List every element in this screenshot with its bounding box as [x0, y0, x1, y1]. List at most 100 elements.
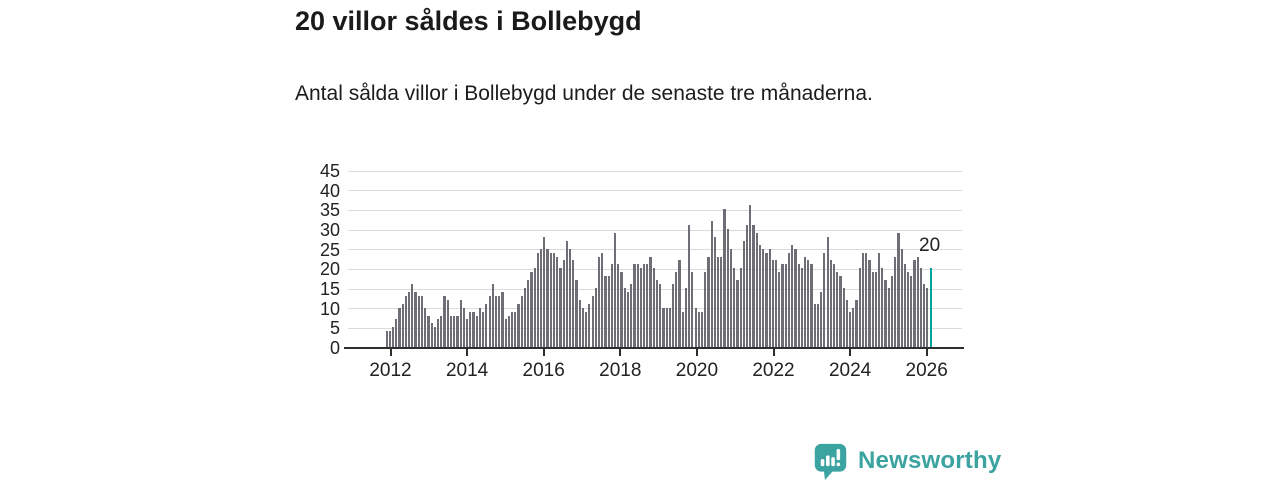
bar — [430, 323, 433, 347]
bar — [826, 236, 829, 347]
bar — [462, 307, 465, 347]
bar — [874, 272, 877, 347]
bar — [810, 264, 813, 347]
bar — [852, 307, 855, 347]
bar — [446, 299, 449, 347]
bar — [923, 284, 926, 347]
bar — [842, 288, 845, 347]
x-tick — [772, 349, 775, 356]
y-tick-label: 30 — [319, 220, 340, 240]
bar — [755, 232, 758, 347]
bar — [710, 221, 713, 347]
bar — [417, 295, 420, 347]
bar — [910, 276, 913, 347]
x-tick-label: 2022 — [752, 360, 795, 381]
bar — [572, 260, 575, 347]
bar — [588, 303, 591, 347]
bar — [620, 272, 623, 347]
bar — [913, 260, 916, 347]
brand-footer: Newsworthy — [812, 442, 1001, 480]
bar — [414, 291, 417, 347]
gridline — [348, 209, 962, 211]
bar — [527, 280, 530, 347]
bar — [643, 264, 646, 347]
bar — [520, 295, 523, 347]
bar — [871, 272, 874, 347]
bar — [797, 264, 800, 347]
bar — [543, 236, 546, 347]
bar — [469, 311, 472, 347]
y-tick-label: 0 — [329, 338, 340, 358]
bar — [517, 303, 520, 347]
gridline — [348, 288, 962, 290]
bar — [746, 225, 749, 347]
bar — [668, 307, 671, 347]
bar — [472, 311, 475, 347]
bar — [845, 299, 848, 347]
bar — [575, 280, 578, 347]
bar — [900, 248, 903, 347]
bar — [591, 295, 594, 347]
bar — [739, 268, 742, 347]
bar — [562, 260, 565, 347]
bar — [385, 331, 388, 347]
x-tick — [695, 349, 698, 356]
bar — [916, 256, 919, 347]
bar — [878, 252, 881, 347]
bar — [559, 268, 562, 347]
bar — [443, 295, 446, 347]
bar — [440, 315, 443, 347]
bar — [530, 272, 533, 347]
bar — [919, 268, 923, 347]
bar — [494, 295, 498, 347]
bar — [568, 248, 572, 347]
bar — [884, 280, 887, 347]
bar — [729, 248, 733, 347]
bar — [597, 256, 601, 347]
bar — [536, 252, 539, 347]
x-tick-label: 2020 — [675, 360, 719, 381]
gridline — [348, 308, 962, 310]
bar — [585, 311, 588, 347]
bar — [742, 240, 745, 347]
bar — [659, 284, 662, 347]
bar — [903, 264, 906, 347]
bar — [839, 276, 842, 347]
bar — [453, 315, 456, 347]
gridline — [348, 268, 962, 270]
bar — [684, 288, 688, 347]
bar — [855, 299, 858, 347]
bar — [926, 288, 929, 347]
bar — [411, 284, 414, 347]
bar — [501, 291, 504, 347]
bar — [459, 299, 462, 347]
bar — [691, 272, 694, 347]
x-tick — [849, 349, 852, 356]
bar — [449, 315, 453, 347]
bar — [388, 331, 391, 347]
y-tick-label: 40 — [319, 180, 340, 201]
bar — [601, 252, 604, 347]
bar — [836, 272, 839, 347]
bar — [482, 311, 485, 347]
bar — [704, 272, 707, 347]
bar — [688, 225, 691, 347]
bar — [829, 260, 832, 347]
bar — [604, 276, 607, 347]
bar — [865, 252, 868, 347]
bar — [681, 311, 684, 347]
bar — [749, 205, 752, 347]
bar — [395, 319, 398, 347]
x-tick — [389, 349, 392, 356]
y-tick-label: 45 — [319, 161, 340, 181]
bar — [456, 315, 459, 347]
bar — [652, 268, 655, 347]
bar — [784, 264, 787, 347]
bar — [540, 248, 543, 347]
bar — [630, 284, 633, 347]
bar — [488, 295, 491, 347]
bar — [404, 295, 407, 347]
gridline — [348, 229, 962, 231]
bar — [774, 260, 778, 347]
bar — [408, 291, 411, 347]
